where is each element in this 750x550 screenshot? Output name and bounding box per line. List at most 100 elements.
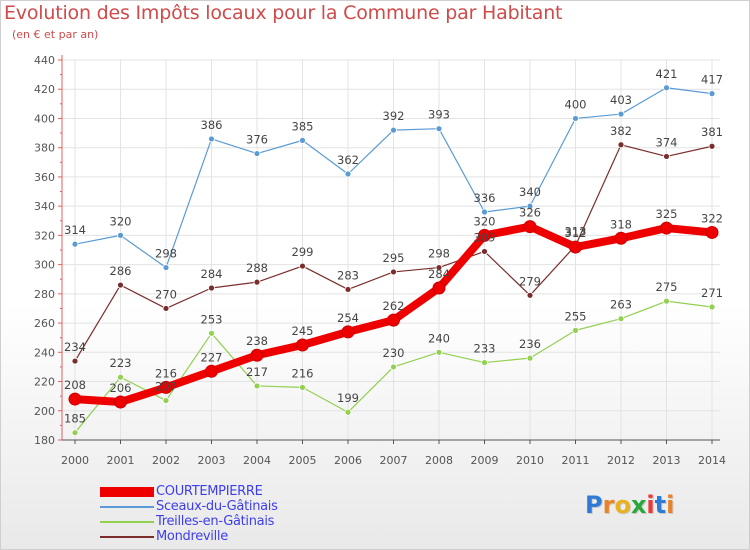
data-label-sceaux-du-gatinais-2001: 320	[110, 214, 132, 228]
data-label-courtempierre-2002: 216	[155, 366, 177, 380]
data-label-mondreville-2013: 374	[656, 135, 678, 149]
data-point-mondreville-2012	[617, 141, 625, 149]
data-label-sceaux-du-gatinais-2014: 417	[701, 73, 723, 87]
x-tick-label-2009: 2009	[471, 454, 499, 467]
data-label-treilles-en-gatinais-2007: 230	[383, 346, 405, 360]
data-point-mondreville-2002	[162, 305, 170, 312]
data-label-treilles-en-gatinais-2014: 271	[701, 286, 723, 300]
x-tick-label-2013: 2013	[653, 454, 681, 467]
y-tick-label-200: 200	[34, 405, 55, 418]
data-point-mondreville-2005	[299, 262, 306, 270]
data-label-sceaux-du-gatinais-2013: 421	[656, 67, 678, 81]
data-label-treilles-en-gatinais-2011: 255	[565, 309, 587, 323]
data-label-courtempierre-2010: 326	[519, 206, 541, 220]
data-label-mondreville-2011: 313	[565, 225, 587, 239]
data-point-sceaux-du-gatinais-2001	[117, 231, 124, 239]
logo-letter: r	[602, 491, 615, 519]
legend-label-treilles: Treilles-en-Gâtinais	[156, 514, 275, 529]
data-point-sceaux-du-gatinais-2008	[435, 125, 443, 133]
data-point-sceaux-du-gatinais-2003	[208, 135, 215, 143]
x-tick-label-2008: 2008	[425, 454, 453, 467]
y-tick-label-400: 400	[34, 112, 55, 125]
data-point-courtempierre-2003	[205, 364, 218, 378]
data-label-courtempierre-2001: 206	[110, 381, 132, 395]
data-point-mondreville-2010	[526, 291, 534, 299]
data-point-sceaux-du-gatinais-2004	[253, 150, 261, 157]
data-label-sceaux-du-gatinais-2004: 376	[246, 133, 268, 147]
x-tick-labels: 2000 2001 2002 2003 2004 2005 2006 2007 2008 2009…	[61, 454, 726, 467]
x-tick-label-2011: 2011	[562, 454, 590, 467]
data-label-sceaux-du-gatinais-2002: 298	[155, 247, 177, 261]
data-point-mondreville-2009	[481, 248, 488, 255]
grid-lines	[62, 59, 720, 441]
data-point-treilles-en-gatinais-2012	[617, 315, 625, 323]
data-point-sceaux-du-gatinais-2012	[617, 110, 625, 118]
data-point-mondreville-2013	[663, 153, 670, 160]
data-label-courtempierre-2006: 254	[337, 311, 359, 325]
data-label-sceaux-du-gatinais-2000: 314	[64, 223, 86, 237]
data-point-courtempierre-2007	[387, 313, 400, 327]
data-point-treilles-en-gatinais-2011	[572, 326, 579, 334]
data-labels: 185 223 207 253 217 216 199 230 240 233 236 255 263 2…	[64, 67, 723, 426]
data-label-mondreville-2005: 299	[292, 245, 314, 259]
data-point-treilles-en-gatinais-2010	[526, 354, 534, 362]
y-tick-labels: 180 200 220 240 260 280 300 320 340 360 380 400 420 4…	[34, 54, 55, 447]
data-label-treilles-en-gatinais-2009: 233	[474, 342, 496, 356]
data-point-mondreville-2004	[253, 278, 261, 286]
legend-label-courtempierre: COURTEMPIERRE	[156, 484, 263, 499]
x-tick-label-2003: 2003	[198, 454, 226, 467]
chart-subtitle: (en € et par an)	[12, 28, 99, 41]
data-point-courtempierre-2005	[296, 338, 309, 352]
data-point-treilles-en-gatinais-2001	[117, 373, 124, 381]
data-point-mondreville-2007	[390, 268, 397, 276]
data-point-courtempierre-2004	[250, 348, 264, 362]
data-label-mondreville-2004: 288	[246, 261, 268, 275]
data-point-courtempierre-2012	[614, 231, 628, 245]
data-label-treilles-en-gatinais-2004: 217	[246, 365, 268, 379]
data-point-mondreville-2003	[208, 284, 215, 292]
data-label-sceaux-du-gatinais-2005: 385	[292, 119, 314, 133]
data-label-courtempierre-2014: 322	[701, 211, 723, 225]
data-point-mondreville-2014	[708, 142, 716, 150]
data-label-mondreville-2006: 283	[337, 268, 359, 282]
y-tick-label-440: 440	[34, 54, 55, 67]
data-label-sceaux-du-gatinais-2006: 362	[337, 153, 359, 167]
data-label-courtempierre-2004: 238	[246, 334, 268, 348]
data-label-courtempierre-2009: 320	[474, 214, 496, 228]
data-label-courtempierre-2011: 312	[565, 226, 587, 240]
data-point-treilles-en-gatinais-2014	[708, 303, 716, 311]
data-point-mondreville-2008	[435, 264, 443, 271]
data-point-sceaux-du-gatinais-2011	[572, 115, 579, 122]
data-label-mondreville-2012: 382	[610, 124, 632, 138]
data-label-courtempierre-2000: 208	[64, 378, 86, 392]
data-label-treilles-en-gatinais-2006: 199	[337, 391, 359, 405]
logo-letter: i	[666, 491, 675, 519]
data-label-treilles-en-gatinais-2002: 207	[155, 380, 177, 394]
y-tick-label-180: 180	[34, 434, 55, 447]
data-label-courtempierre-2013: 325	[656, 207, 678, 221]
data-label-treilles-en-gatinais-2012: 263	[610, 298, 632, 312]
logo-letter: i	[646, 491, 655, 519]
logo-letter: t	[654, 491, 667, 519]
data-point-courtempierre-2002	[159, 380, 173, 394]
x-tick-label-2004: 2004	[243, 454, 271, 467]
legend-label-mondreville: Mondreville	[156, 529, 228, 544]
data-label-treilles-en-gatinais-2000: 185	[64, 412, 86, 426]
y-tick-label-240: 240	[34, 346, 55, 359]
legend-swatch-courtempierre	[100, 487, 154, 497]
data-point-mondreville-2000	[71, 357, 79, 365]
y-tick-label-300: 300	[34, 259, 55, 272]
data-point-courtempierre-2006	[341, 325, 355, 339]
x-tick-label-2014: 2014	[698, 454, 726, 467]
data-point-courtempierre-2000	[68, 392, 82, 406]
data-label-courtempierre-2012: 318	[610, 217, 632, 231]
data-point-sceaux-du-gatinais-2009	[481, 208, 488, 216]
x-tick-label-2005: 2005	[289, 454, 317, 467]
x-tick-label-2012: 2012	[607, 454, 635, 467]
data-point-courtempierre-2011	[569, 240, 582, 254]
data-point-sceaux-du-gatinais-2010	[526, 202, 534, 210]
data-point-treilles-en-gatinais-2003	[208, 329, 215, 337]
legend-swatch-sceaux	[100, 506, 154, 508]
data-label-sceaux-du-gatinais-2010: 340	[519, 185, 541, 199]
data-point-courtempierre-2010	[523, 220, 537, 234]
